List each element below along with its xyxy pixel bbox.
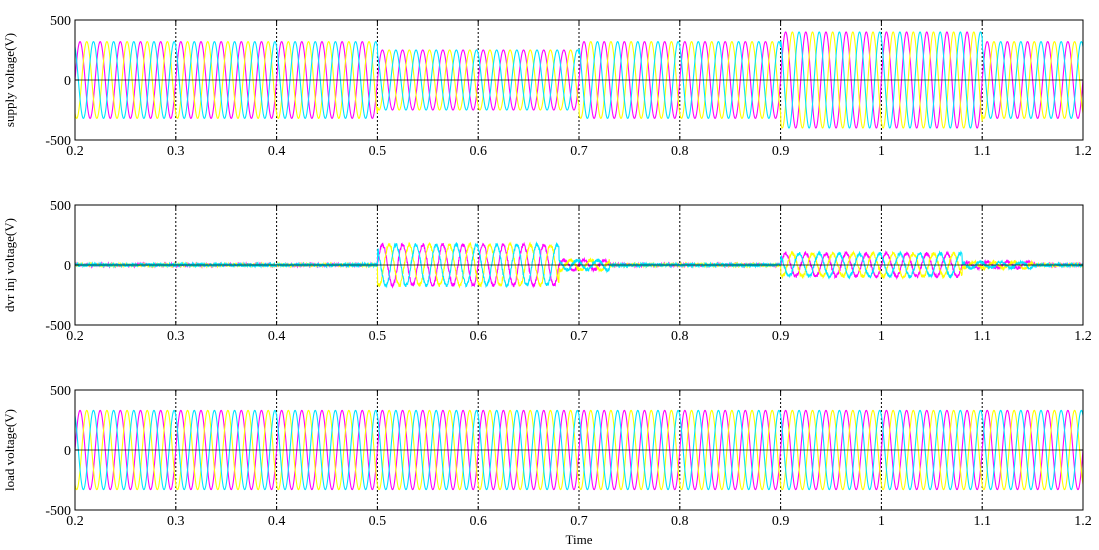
x-tick-label: 0.8 [671,329,689,344]
y-axis-label: load voltage(V) [2,409,17,491]
x-tick-label: 1.1 [973,329,991,344]
x-tick-label: 0.9 [772,329,790,344]
y-tick-label: 500 [50,14,71,29]
x-tick-label: 0.4 [268,144,286,159]
x-tick-label: 0.7 [570,329,588,344]
y-axis-label: dvr inj voltage(V) [2,218,17,312]
y-tick-label: 500 [50,199,71,214]
x-tick-label: 1.2 [1074,144,1092,159]
x-tick-label: 0.8 [671,514,689,529]
x-tick-label: 1.1 [973,144,991,159]
x-tick-label: 0.5 [369,514,387,529]
y-tick-label: 500 [50,384,71,399]
x-tick-label: 0.9 [772,144,790,159]
y-tick-label: -500 [45,504,71,519]
x-tick-label: 0.8 [671,144,689,159]
x-tick-label: 0.9 [772,514,790,529]
supply-voltage-panel: 0.2 0.3 0.4 0.5 0.6 0.7 0.8 0.9 1 1.1 1.2 -500 0 500 s… [2,14,1092,159]
y-tick-label: 0 [64,444,71,459]
x-tick-label: 0.6 [469,514,487,529]
y-tick-label: 0 [64,259,71,274]
x-tick-label: 0.6 [469,144,487,159]
x-tick-label: 1 [878,144,885,159]
y-tick-label: -500 [45,134,71,149]
x-tick-label: 1.2 [1074,329,1092,344]
x-tick-label: 0.7 [570,514,588,529]
load-voltage-panel: 0.2 0.3 0.4 0.5 0.6 0.7 0.8 0.9 1 1.1 1.2 -500 0 500 l… [2,384,1092,547]
x-axis-label: Time [566,532,593,547]
x-tick-label: 0.6 [469,329,487,344]
x-tick-label: 0.5 [369,329,387,344]
x-tick-label: 0.7 [570,144,588,159]
x-tick-label: 0.3 [167,514,185,529]
x-tick-label: 1 [878,329,885,344]
x-tick-label: 0.3 [167,144,185,159]
x-tick-label: 0.5 [369,144,387,159]
x-tick-label: 0.2 [66,329,84,344]
dvr-injected-voltage-panel: 0.2 0.3 0.4 0.5 0.6 0.7 0.8 0.9 1 1.1 1.2 -500 0 500 d… [2,199,1092,344]
x-tick-label: 1 [878,514,885,529]
x-tick-label: 0.4 [268,514,286,529]
x-tick-label: 0.2 [66,144,84,159]
x-tick-label: 0.3 [167,329,185,344]
x-tick-label: 1.2 [1074,514,1092,529]
x-tick-label: 0.2 [66,514,84,529]
series-line-2 [75,241,1083,289]
x-tick-label: 1.1 [973,514,991,529]
y-axis-label: supply voltage(V) [2,33,17,127]
y-tick-label: 0 [64,74,71,89]
x-tick-label: 0.4 [268,329,286,344]
y-tick-label: -500 [45,319,71,334]
